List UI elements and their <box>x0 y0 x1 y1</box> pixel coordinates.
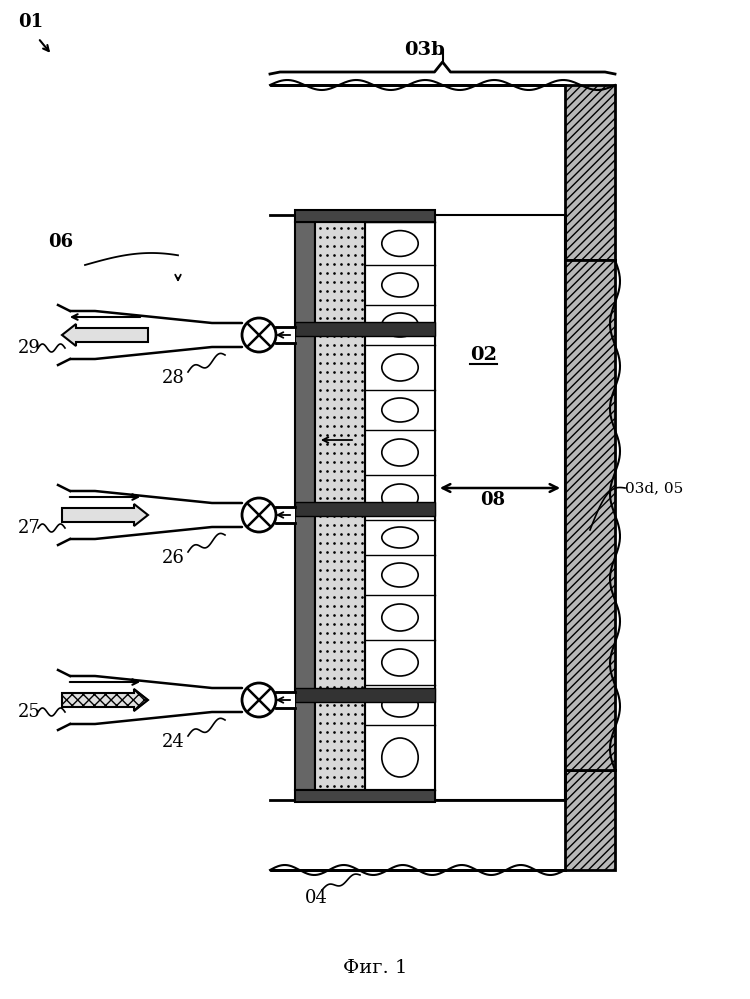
Circle shape <box>242 683 276 717</box>
Bar <box>315 222 365 790</box>
Bar <box>565 260 615 770</box>
Text: 28: 28 <box>162 369 184 387</box>
Text: 24: 24 <box>162 733 184 751</box>
Ellipse shape <box>382 439 419 466</box>
Polygon shape <box>270 770 615 870</box>
Circle shape <box>242 318 276 352</box>
Polygon shape <box>276 327 295 343</box>
Polygon shape <box>70 491 242 539</box>
Ellipse shape <box>382 313 419 337</box>
Bar <box>295 790 435 802</box>
Bar <box>295 210 435 222</box>
Ellipse shape <box>382 604 419 631</box>
Text: 03b: 03b <box>404 41 445 59</box>
Polygon shape <box>276 507 295 523</box>
Ellipse shape <box>382 738 419 777</box>
Text: 26: 26 <box>162 549 184 567</box>
Text: 04: 04 <box>305 889 328 907</box>
Text: 06: 06 <box>48 233 74 251</box>
Ellipse shape <box>382 484 419 511</box>
Bar <box>435 215 565 800</box>
Bar <box>365 222 435 790</box>
Text: 25: 25 <box>18 703 40 721</box>
Ellipse shape <box>382 563 419 587</box>
Polygon shape <box>270 85 615 260</box>
Ellipse shape <box>382 649 419 676</box>
FancyArrow shape <box>62 689 148 711</box>
Bar <box>295 222 315 790</box>
Ellipse shape <box>382 273 419 297</box>
Polygon shape <box>70 676 242 724</box>
Text: Фиг. 1: Фиг. 1 <box>343 959 407 977</box>
Ellipse shape <box>382 693 419 717</box>
Text: 03d, 05: 03d, 05 <box>625 481 683 495</box>
Text: 01: 01 <box>18 13 43 31</box>
Text: 08: 08 <box>480 491 506 509</box>
Text: 02: 02 <box>470 346 497 364</box>
Text: 27: 27 <box>18 519 40 537</box>
Bar <box>295 502 435 516</box>
Polygon shape <box>70 311 242 359</box>
Bar <box>295 688 435 702</box>
Polygon shape <box>276 692 295 708</box>
FancyArrow shape <box>62 324 148 346</box>
Circle shape <box>242 498 276 532</box>
Ellipse shape <box>382 354 419 381</box>
Ellipse shape <box>382 231 419 257</box>
Bar <box>295 322 435 336</box>
Ellipse shape <box>382 398 419 422</box>
FancyArrow shape <box>62 504 148 526</box>
Ellipse shape <box>382 527 419 548</box>
Text: 29: 29 <box>18 339 40 357</box>
